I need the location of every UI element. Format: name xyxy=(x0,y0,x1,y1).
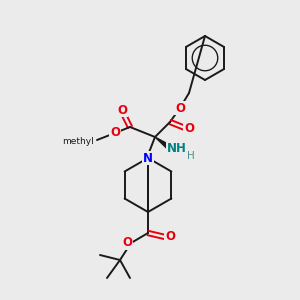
Polygon shape xyxy=(155,137,172,150)
Text: N: N xyxy=(143,152,153,164)
Text: O: O xyxy=(117,103,127,116)
Text: O: O xyxy=(184,122,194,134)
Text: NH: NH xyxy=(167,142,187,154)
Text: O: O xyxy=(165,230,175,244)
Text: O: O xyxy=(175,101,185,115)
Text: methyl: methyl xyxy=(62,136,94,146)
Text: H: H xyxy=(187,151,195,161)
Text: O: O xyxy=(122,236,132,250)
Text: O: O xyxy=(110,127,120,140)
